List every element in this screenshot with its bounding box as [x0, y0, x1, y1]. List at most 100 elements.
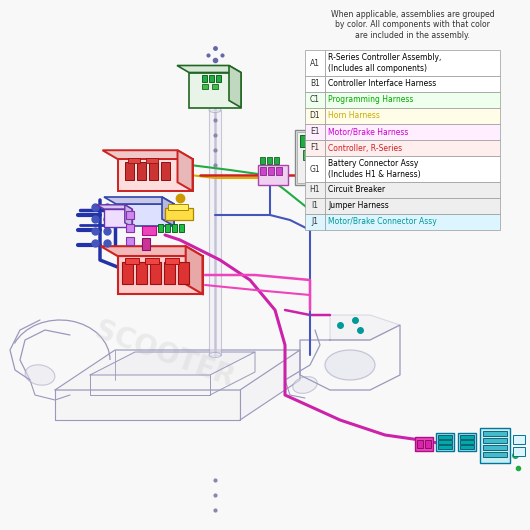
Ellipse shape: [325, 350, 375, 380]
Bar: [513, 447, 525, 456]
Text: I1: I1: [312, 201, 319, 210]
Polygon shape: [186, 246, 202, 294]
Bar: [305, 140, 325, 156]
Bar: [161, 162, 170, 180]
Bar: [268, 167, 274, 175]
Polygon shape: [116, 204, 174, 226]
Bar: [325, 108, 500, 124]
Text: R-Series Controller Assembly,
(Includes all components): R-Series Controller Assembly, (Includes …: [328, 54, 441, 73]
Text: Motor/Brake Harness: Motor/Brake Harness: [328, 128, 409, 137]
Text: Horn Harness: Horn Harness: [328, 111, 380, 120]
Text: G1: G1: [310, 164, 320, 173]
Bar: [325, 182, 500, 198]
Polygon shape: [177, 66, 241, 73]
Bar: [460, 440, 474, 444]
Bar: [325, 76, 500, 92]
Bar: [436, 433, 454, 451]
Bar: [165, 224, 170, 232]
Bar: [136, 262, 147, 284]
Bar: [415, 437, 433, 451]
Ellipse shape: [293, 377, 317, 393]
Text: B1: B1: [310, 80, 320, 89]
Bar: [325, 198, 500, 214]
Bar: [126, 224, 134, 232]
Bar: [202, 75, 207, 82]
Bar: [164, 262, 175, 284]
Polygon shape: [178, 150, 192, 191]
Bar: [274, 157, 279, 164]
Bar: [310, 135, 317, 147]
Bar: [458, 433, 476, 451]
Bar: [128, 158, 140, 163]
Bar: [267, 157, 272, 164]
Text: Controller, R-Series: Controller, R-Series: [328, 144, 402, 153]
Text: E1: E1: [310, 128, 320, 137]
Bar: [209, 75, 214, 82]
Bar: [165, 258, 179, 264]
Bar: [303, 150, 311, 160]
Bar: [305, 76, 325, 92]
Bar: [295, 130, 340, 185]
Polygon shape: [90, 352, 255, 375]
Polygon shape: [101, 246, 202, 256]
Bar: [305, 214, 325, 230]
Bar: [258, 165, 288, 185]
Text: J1: J1: [312, 217, 319, 226]
Bar: [325, 140, 500, 156]
Bar: [315, 150, 323, 160]
Polygon shape: [118, 159, 192, 191]
Bar: [325, 92, 500, 108]
Text: F1: F1: [311, 144, 320, 153]
Bar: [460, 435, 474, 439]
Bar: [305, 108, 325, 124]
Bar: [460, 445, 474, 449]
Bar: [480, 428, 510, 463]
Ellipse shape: [209, 108, 221, 112]
Bar: [178, 262, 189, 284]
Polygon shape: [104, 197, 174, 204]
Bar: [305, 198, 325, 214]
Text: Controller Interface Harness: Controller Interface Harness: [328, 80, 436, 89]
Bar: [179, 224, 184, 232]
Bar: [438, 440, 452, 444]
Text: A1: A1: [310, 58, 320, 67]
Polygon shape: [229, 66, 241, 108]
Bar: [137, 162, 146, 180]
Bar: [126, 211, 134, 219]
Bar: [212, 84, 218, 89]
Polygon shape: [209, 110, 221, 355]
Text: C1: C1: [310, 95, 320, 104]
Bar: [125, 258, 139, 264]
Bar: [417, 440, 423, 448]
Bar: [305, 182, 325, 198]
Ellipse shape: [209, 352, 221, 358]
Text: Programming Harness: Programming Harness: [328, 95, 413, 104]
Polygon shape: [330, 315, 400, 340]
Bar: [146, 158, 158, 163]
Bar: [483, 438, 507, 443]
Bar: [483, 431, 507, 436]
Bar: [165, 208, 193, 220]
Bar: [168, 204, 188, 210]
Bar: [438, 445, 452, 449]
Polygon shape: [125, 205, 132, 227]
Text: Battery Connector Assy
(Includes H1 & Harness): Battery Connector Assy (Includes H1 & Ha…: [328, 160, 421, 179]
Text: SCOOTER: SCOOTER: [91, 317, 238, 393]
Polygon shape: [55, 390, 240, 420]
Bar: [325, 50, 500, 76]
Bar: [172, 224, 177, 232]
Polygon shape: [104, 209, 132, 227]
Bar: [305, 50, 325, 76]
Bar: [260, 167, 266, 175]
Bar: [158, 224, 163, 232]
Polygon shape: [97, 205, 132, 209]
Polygon shape: [162, 197, 174, 226]
Text: Motor/Brake Connector Assy: Motor/Brake Connector Assy: [328, 217, 437, 226]
Bar: [149, 162, 158, 180]
Ellipse shape: [25, 365, 55, 385]
Bar: [122, 262, 133, 284]
Bar: [145, 258, 159, 264]
Bar: [126, 237, 134, 245]
Polygon shape: [240, 350, 300, 420]
Bar: [438, 435, 452, 439]
